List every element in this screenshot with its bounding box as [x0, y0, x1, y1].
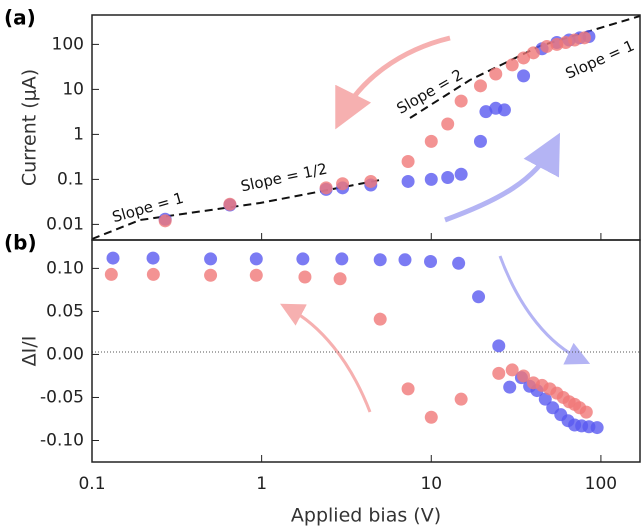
point [223, 197, 237, 211]
y-tick-label: 0.1 [57, 169, 84, 189]
point [454, 94, 468, 108]
y-tick-label: 1 [73, 124, 84, 144]
panel-label: (b) [4, 231, 37, 255]
point [319, 181, 333, 195]
y-tick-label: 100 [52, 34, 84, 54]
y-tick-label: 0.10 [46, 258, 84, 278]
point [441, 117, 455, 131]
point [104, 267, 118, 281]
y-tick-label: 0.00 [46, 344, 84, 364]
point [424, 255, 438, 269]
point [517, 51, 531, 65]
point [472, 290, 486, 304]
point [146, 251, 160, 265]
point [335, 252, 349, 266]
point [497, 103, 511, 117]
point [538, 392, 552, 406]
y-axis-label: ΔI/I [19, 336, 41, 367]
point [489, 67, 503, 81]
point [454, 167, 468, 181]
annotation: Slope = 1 [110, 189, 185, 226]
point [204, 268, 218, 282]
y-tick-label: -0.05 [40, 387, 84, 407]
x-tick-label: 10 [420, 474, 442, 494]
point [373, 253, 387, 267]
point [401, 174, 415, 188]
arrow [280, 303, 372, 413]
plots: 0.01 0.1 1 10 100 (a) Current (μA) Slope = 1 Slo… [4, 6, 641, 527]
point [158, 214, 172, 228]
point [454, 392, 468, 406]
point [401, 382, 415, 396]
y-tick-label: -0.10 [40, 430, 84, 450]
point [526, 46, 540, 60]
point [106, 251, 120, 265]
point [364, 174, 378, 188]
annotation: Slope = 1/2 [239, 160, 329, 196]
x-tick-label: 100 [585, 474, 617, 494]
point [249, 252, 263, 266]
arrow [498, 255, 591, 365]
point [577, 31, 591, 45]
point [298, 270, 312, 284]
plot-frame [91, 239, 641, 463]
point [473, 134, 487, 148]
annotation: Slope = 2 [394, 65, 466, 117]
point [296, 252, 310, 266]
point [249, 268, 263, 282]
arrow [444, 132, 561, 223]
y-axis-label: Current (μA) [19, 69, 41, 186]
point [492, 366, 506, 380]
point [590, 421, 604, 435]
point [517, 369, 531, 383]
fit-line [409, 15, 641, 119]
panel-label: (a) [4, 6, 36, 30]
point [441, 171, 455, 185]
point [517, 69, 531, 83]
point [424, 410, 438, 424]
point [373, 312, 387, 326]
y-tick-label: 10 [62, 79, 84, 99]
arrow [335, 35, 451, 130]
x-tick-label: 0.1 [78, 474, 105, 494]
point [424, 172, 438, 186]
point [398, 253, 412, 267]
point [146, 267, 160, 281]
point [424, 134, 438, 148]
y-tick-label: 0.01 [46, 214, 84, 234]
point [204, 252, 218, 266]
y-tick-label: 0.05 [46, 301, 84, 321]
point [333, 272, 347, 286]
point [479, 105, 493, 119]
point [452, 256, 466, 270]
point [473, 79, 487, 93]
point [401, 154, 415, 168]
point [503, 380, 517, 394]
x-tick-label: 1 [256, 474, 267, 494]
point [505, 58, 519, 72]
point [505, 363, 519, 377]
x-axis-label: Applied bias (V) [291, 505, 441, 527]
point [336, 177, 350, 191]
point [540, 39, 554, 53]
point [492, 339, 506, 353]
point [579, 405, 593, 419]
decor [91, 15, 641, 413]
point [568, 33, 582, 47]
